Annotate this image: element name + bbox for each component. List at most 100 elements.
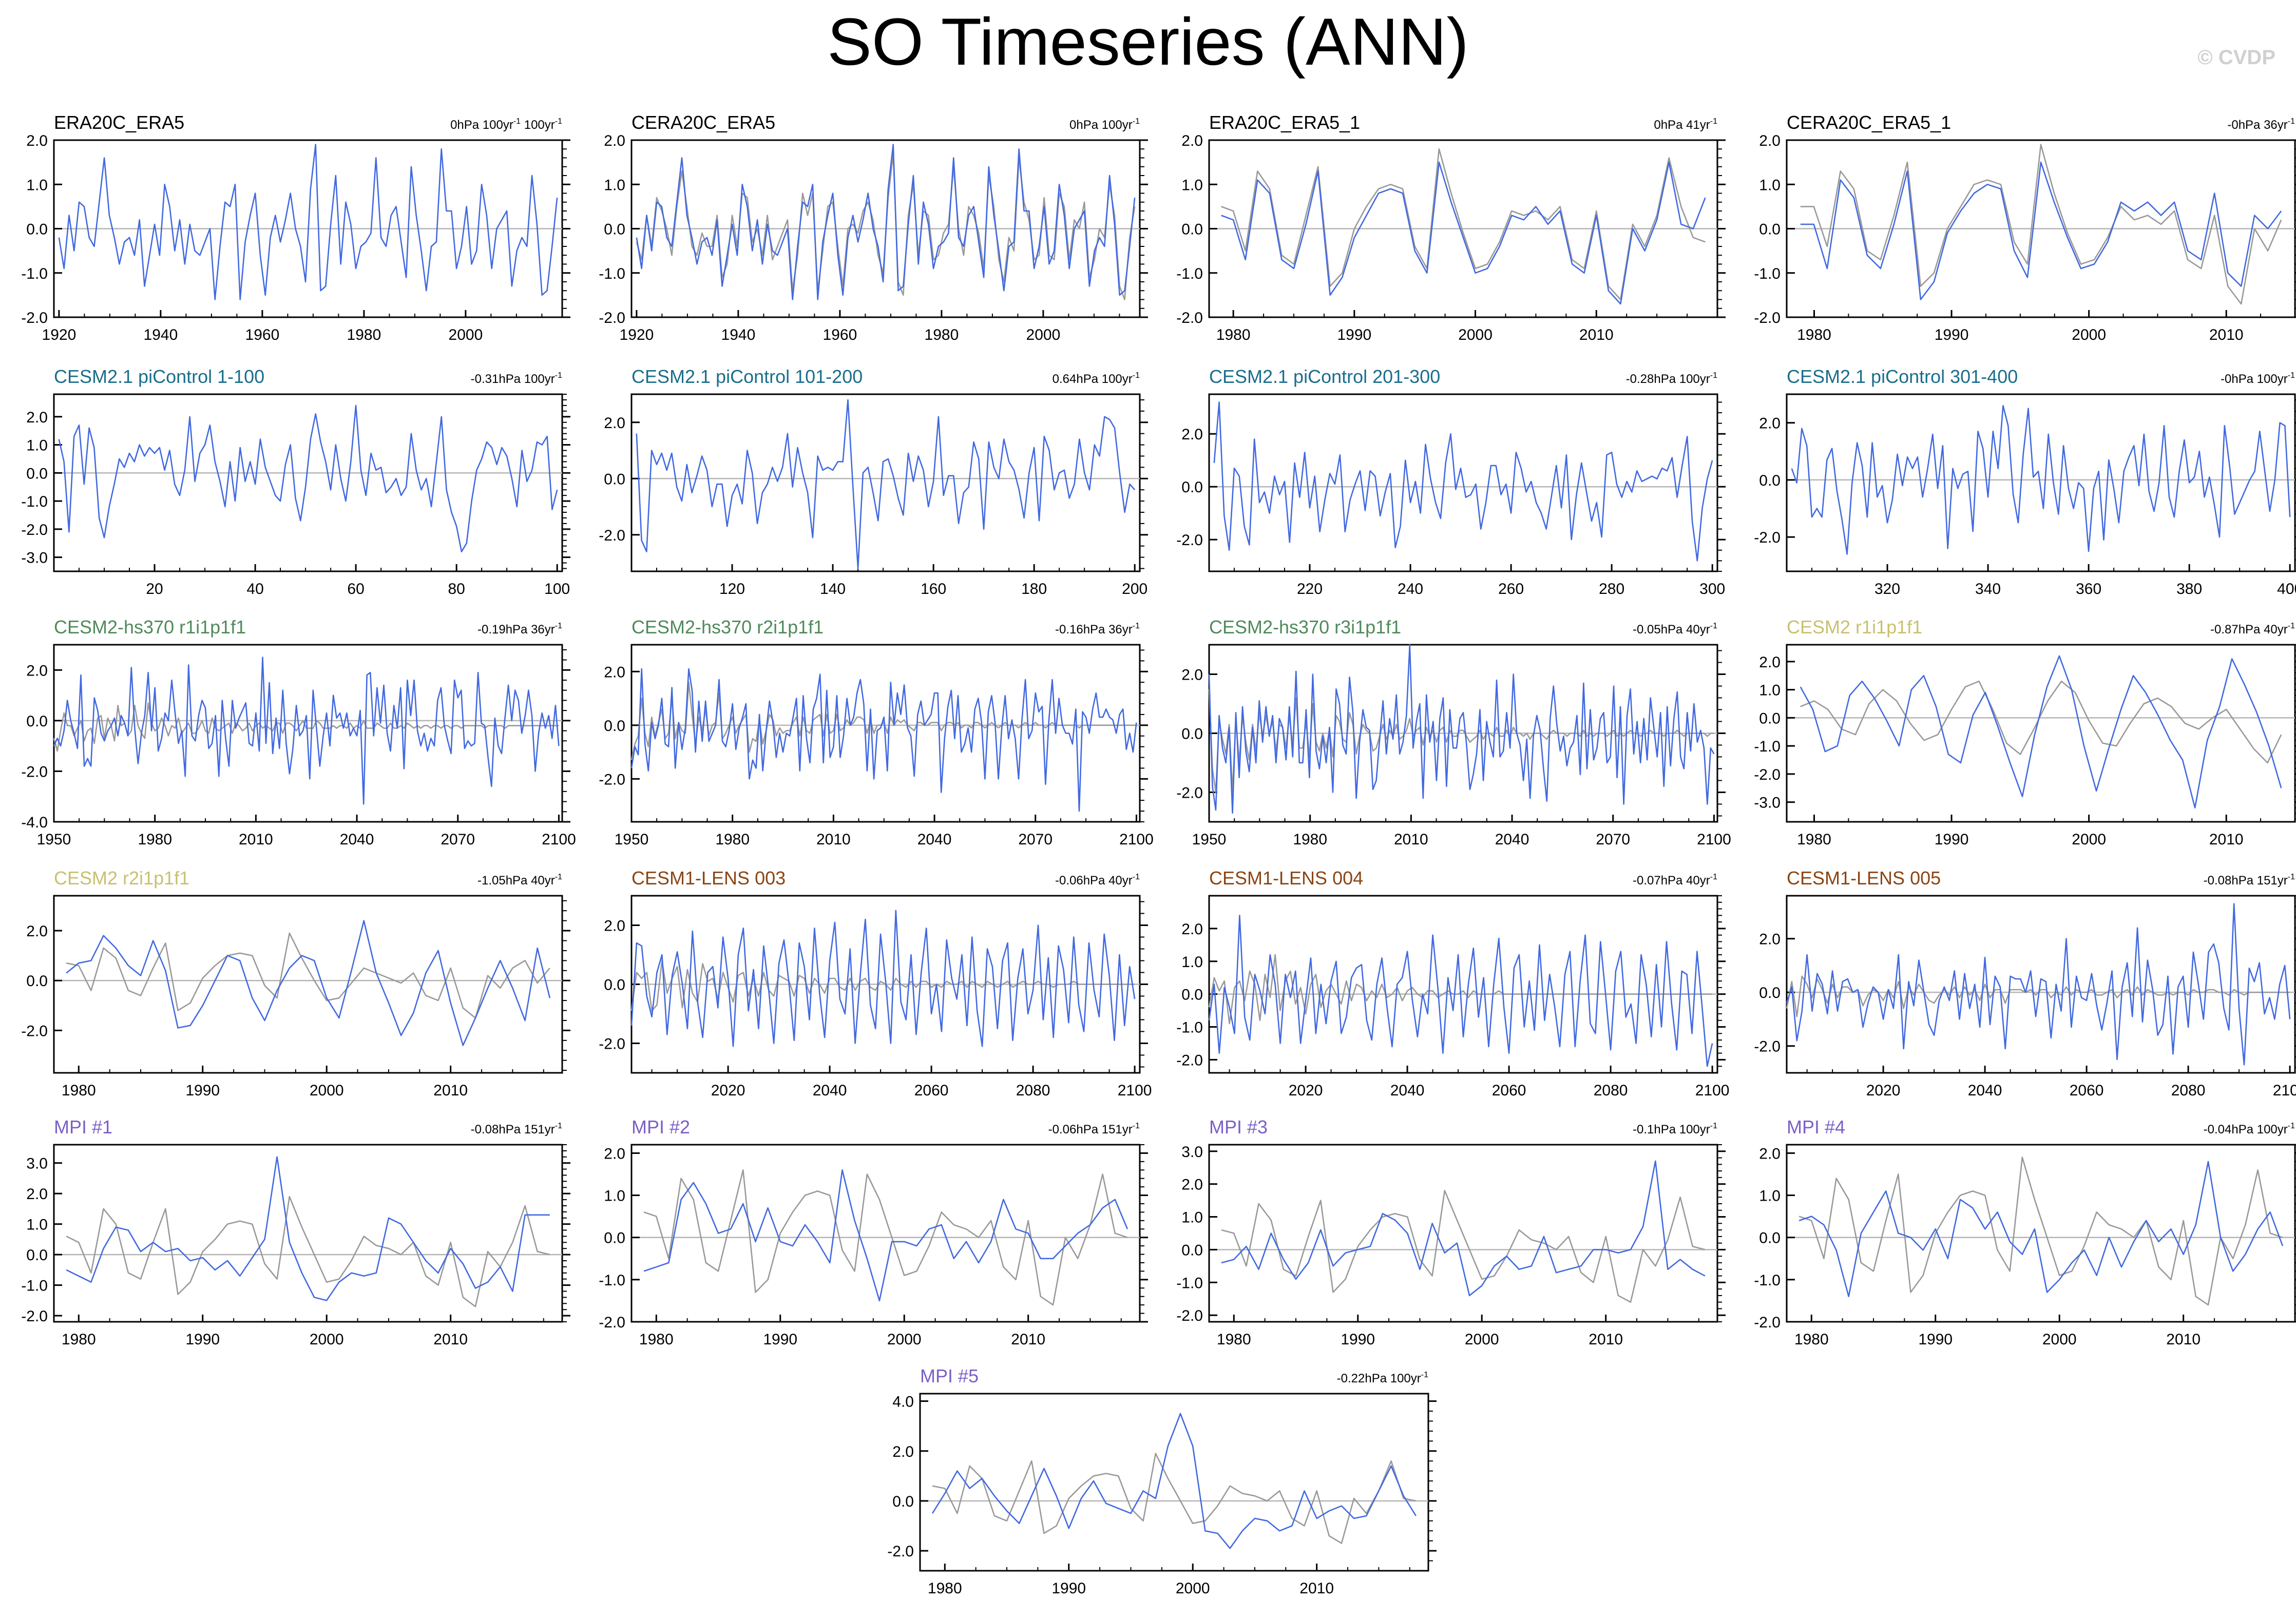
y-tick-label: -1.0 — [21, 265, 48, 282]
x-tick-label: 2040 — [813, 1082, 847, 1099]
y-tick-label: 3.0 — [26, 1155, 48, 1172]
y-tick-label: -2.0 — [21, 1023, 48, 1039]
y-tick-label: 0.0 — [26, 465, 48, 482]
series-line-simulation — [630, 668, 1137, 812]
series-line-reference — [1800, 680, 2282, 764]
panel-title: CESM2-hs370 r3i1p1f1 — [1209, 616, 1401, 638]
y-tick-label: 0.0 — [1181, 1242, 1203, 1259]
y-tick-label: 1.0 — [26, 1217, 48, 1233]
page-title: SO Timeseries (ANN) — [827, 4, 1469, 79]
y-tick-label: -2.0 — [21, 310, 48, 326]
x-tick-label: 2040 — [1390, 1082, 1425, 1099]
x-tick-label: 1960 — [823, 326, 857, 343]
y-tick-label: 2.0 — [604, 132, 625, 149]
y-tick-label: -2.0 — [887, 1543, 914, 1560]
x-tick-label: 400 — [2277, 581, 2296, 598]
y-tick-label: 2.0 — [26, 132, 48, 149]
series-line-simulation — [58, 404, 558, 552]
plot-frame — [1786, 1144, 2296, 1323]
x-tick-label: 1950 — [1192, 831, 1227, 848]
x-tick-label: 1980 — [925, 326, 959, 343]
y-tick-label: 1.0 — [1181, 954, 1203, 971]
x-tick-label: 1980 — [62, 1331, 96, 1348]
panel-stat: -0.16hPa 36yr-1 — [1055, 622, 1140, 637]
panel-title: MPI #1 — [54, 1116, 112, 1138]
x-tick-label: 1950 — [37, 831, 71, 848]
series-line-simulation — [1800, 655, 2282, 808]
x-tick-label: 2000 — [1458, 326, 1493, 343]
x-tick-label: 2080 — [2171, 1082, 2206, 1099]
series-line-reference — [1800, 144, 2282, 305]
series-line-simulation — [1791, 404, 2291, 555]
panel-stat: -0.08hPa 151yr-1 — [471, 1122, 562, 1136]
x-tick-label: 1980 — [1797, 831, 1831, 848]
x-tick-label: 2020 — [1289, 1082, 1323, 1099]
panel-2: -2.0 -1.0 0.0 1.0 2.0 1920 1940 1960 1980 2000 CER… — [599, 112, 1148, 343]
series-line-reference — [1798, 1157, 2283, 1306]
x-tick-label: 2070 — [1018, 831, 1053, 848]
x-tick-label: 1940 — [144, 326, 178, 343]
panel-10: -2.0 0.0 2.0 1950 1980 2010 2040 2070 2100 CESM2-… — [599, 616, 1154, 848]
y-tick-label: 0.0 — [604, 1230, 625, 1247]
panel-17: -2.0 -1.0 0.0 1.0 2.0 3.0 1980 1990 2000 2010 MPI … — [21, 1116, 570, 1348]
y-tick-label: 1.0 — [1759, 682, 1781, 699]
y-tick-label: 0.0 — [26, 973, 48, 990]
plot-frame — [1208, 1144, 1718, 1323]
panel-5: -3.0 -2.0 -1.0 0.0 1.0 2.0 20 40 60 80 100 CESM2.1 … — [21, 366, 570, 598]
x-tick-label: 2060 — [2070, 1082, 2104, 1099]
x-tick-label: 2000 — [2042, 1331, 2077, 1348]
x-tick-label: 2100 — [1119, 831, 1154, 848]
x-tick-label: 1990 — [185, 1082, 220, 1099]
x-tick-label: 2100 — [2273, 1082, 2296, 1099]
y-tick-label: -2.0 — [1754, 310, 1781, 326]
series-line-simulation — [630, 910, 1136, 1047]
x-tick-label: 1990 — [763, 1331, 797, 1348]
y-tick-label: 2.0 — [604, 415, 625, 432]
y-tick-label: 2.0 — [1759, 654, 1781, 671]
series-line-reference — [1221, 1190, 1706, 1303]
x-tick-label: 2100 — [542, 831, 576, 848]
x-tick-label: 60 — [347, 581, 364, 598]
y-tick-label: -2.0 — [1754, 529, 1781, 546]
panel-4: -2.0 -1.0 0.0 1.0 2.0 1980 1990 2000 2010 CERA20C… — [1754, 112, 2296, 343]
y-tick-label: 1.0 — [26, 437, 48, 454]
x-tick-label: 2010 — [1589, 1331, 1623, 1348]
x-tick-label: 1980 — [1216, 326, 1251, 343]
x-tick-label: 1940 — [721, 326, 756, 343]
plot-frame — [1208, 895, 1718, 1074]
series-line-simulation — [643, 1169, 1128, 1302]
y-tick-label: 3.0 — [1181, 1144, 1203, 1161]
x-tick-label: 20 — [146, 581, 163, 598]
x-tick-label: 2070 — [441, 831, 475, 848]
panel-title: MPI #2 — [632, 1116, 690, 1138]
y-tick-label: 2.0 — [26, 923, 48, 940]
panel-7: -2.0 0.0 2.0 220 240 260 280 300 CESM2.1 piContr… — [1176, 366, 1726, 598]
x-tick-label: 2000 — [310, 1082, 344, 1099]
plot-frame — [53, 393, 563, 572]
y-tick-label: 2.0 — [1759, 931, 1781, 948]
y-tick-label: 0.0 — [604, 977, 625, 994]
panel-stat: -0.07hPa 40yr-1 — [1633, 873, 1717, 888]
x-tick-label: 180 — [1021, 581, 1047, 598]
series-line-simulation — [66, 920, 551, 1046]
x-tick-label: 1980 — [1217, 1331, 1251, 1348]
y-tick-label: 0.0 — [604, 221, 625, 238]
x-tick-label: 2080 — [1016, 1082, 1050, 1099]
series-line-simulation — [1798, 1161, 2284, 1297]
panel-1: -2.0 -1.0 0.0 1.0 2.0 1920 1940 1960 1980 2000 ERA… — [21, 112, 570, 343]
series-line-simulation — [1208, 644, 1715, 814]
y-tick-label: -3.0 — [21, 550, 48, 567]
x-tick-label: 2060 — [914, 1082, 949, 1099]
y-tick-label: -1.0 — [599, 265, 625, 282]
y-tick-label: 1.0 — [26, 177, 48, 194]
series-line-simulation — [1800, 161, 2282, 300]
plot-frame — [630, 393, 1141, 572]
panel-stat: -0.06hPa 40yr-1 — [1055, 873, 1140, 888]
plot-frame — [1786, 644, 2296, 823]
y-tick-label: -2.0 — [1176, 785, 1203, 802]
panel-title: CERA20C_ERA5 — [632, 112, 775, 133]
y-tick-label: 2.0 — [604, 918, 625, 935]
y-tick-label: 0.0 — [1759, 985, 1781, 1001]
x-tick-label: 1990 — [1051, 1580, 1086, 1597]
panel-title: MPI #4 — [1787, 1116, 1845, 1138]
